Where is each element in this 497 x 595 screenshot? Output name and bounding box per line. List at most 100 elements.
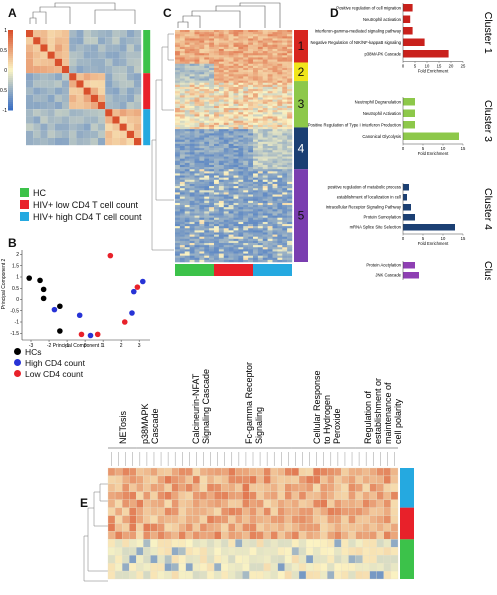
heatmap-cell	[257, 255, 263, 259]
heatmap-cell	[233, 127, 239, 130]
heatmap-cell	[228, 36, 234, 39]
heatmap-cell	[277, 188, 283, 191]
heatmap-cell	[390, 515, 399, 524]
correlation-cell	[54, 123, 62, 131]
heatmap-cell	[194, 114, 200, 117]
heatmap-cell	[257, 141, 263, 145]
heatmap-cell	[277, 152, 283, 155]
heatmap-cell	[175, 162, 181, 166]
heatmap-cell	[228, 491, 236, 500]
heatmap-cell	[223, 120, 229, 124]
heatmap-cell	[238, 91, 244, 94]
heatmap-cell	[277, 215, 283, 219]
heatmap-cell	[184, 228, 190, 231]
heatmap-cell	[194, 76, 200, 79]
heatmap-cell	[287, 112, 293, 115]
heatmap-cell	[282, 148, 288, 151]
heatmap-cell	[390, 547, 399, 556]
colorbar-segment	[8, 104, 13, 107]
heatmap-cell	[175, 57, 181, 60]
heatmap-cell	[223, 240, 229, 244]
pathway-label-line: Cascade	[150, 408, 160, 444]
heatmap-cell	[257, 110, 263, 113]
heatmap-cell	[256, 515, 264, 524]
heatmap-cell	[287, 30, 293, 33]
heatmap-cell	[189, 34, 195, 37]
pca-y-tick-label: -1.5	[10, 331, 19, 337]
heatmap-cell	[282, 80, 288, 84]
heatmap-cell	[257, 148, 263, 151]
correlation-cell	[119, 130, 127, 138]
heatmap-cell	[282, 74, 288, 77]
heatmap-cell	[277, 141, 283, 145]
heatmap-cell	[209, 156, 215, 159]
heatmap-cell	[277, 234, 283, 237]
heatmap-cell	[223, 257, 229, 261]
heatmap-cell	[204, 202, 210, 206]
heatmap-cell	[233, 82, 239, 86]
heatmap-cell	[267, 259, 273, 263]
heatmap-cell	[277, 202, 283, 206]
heatmap-cell	[184, 234, 190, 237]
heatmap-cell	[277, 531, 285, 540]
heatmap-cell	[253, 124, 259, 128]
heatmap-cell	[248, 257, 254, 261]
heatmap-cell	[238, 257, 244, 261]
heatmap-cell	[218, 230, 224, 233]
heatmap-cell	[218, 221, 224, 225]
heatmap-cell	[277, 491, 285, 500]
heatmap-cell	[175, 259, 181, 263]
heatmap-cell	[277, 224, 283, 227]
heatmap-cell	[204, 230, 210, 233]
heatmap-cell	[189, 234, 195, 237]
heatmap-cell	[214, 188, 220, 191]
heatmap-cell	[214, 139, 220, 143]
heatmap-cell	[228, 219, 234, 223]
heatmap-cell	[287, 51, 293, 54]
heatmap-cell	[272, 40, 278, 43]
heatmap-cell	[223, 122, 229, 126]
heatmap-cell	[272, 196, 278, 200]
heatmap-cell	[204, 238, 210, 242]
heatmap-cell	[228, 515, 236, 524]
heatmap-cell	[218, 217, 224, 221]
heatmap-cell	[257, 167, 263, 170]
correlation-cell	[47, 66, 55, 74]
heatmap-cell	[199, 139, 205, 143]
heatmap-cell	[242, 475, 250, 485]
heatmap-cell	[248, 34, 254, 37]
heatmap-cell	[179, 110, 185, 113]
colorbar-segment	[8, 82, 13, 85]
heatmap-cell	[214, 63, 220, 67]
heatmap-cell	[233, 211, 239, 214]
heatmap-cell	[277, 209, 283, 212]
heatmap-cell	[253, 127, 259, 130]
heatmap-cell	[376, 483, 385, 492]
heatmap-cell	[218, 234, 224, 237]
heatmap-cell	[218, 95, 224, 98]
heatmap-cell	[218, 97, 224, 100]
heatmap-cell	[267, 53, 273, 56]
heatmap-cell	[253, 175, 259, 178]
heatmap-cell	[223, 135, 229, 138]
heatmap-cell	[282, 118, 288, 121]
heatmap-cell	[238, 112, 244, 115]
colorbar-segment	[8, 52, 13, 55]
heatmap-cell	[277, 547, 285, 556]
heatmap-cell	[228, 59, 234, 62]
pathway-label-line: establishment or	[373, 378, 383, 444]
heatmap-cell	[206, 499, 215, 508]
heatmap-cell	[218, 160, 224, 164]
heatmap-cell	[223, 48, 229, 52]
heatmap-cell	[199, 562, 208, 572]
heatmap-cell	[262, 131, 268, 134]
heatmap-cell	[178, 531, 186, 540]
heatmap-cell	[209, 230, 215, 233]
heatmap-cell	[248, 78, 254, 81]
heatmap-cell	[287, 124, 293, 128]
heatmap-cell	[209, 137, 215, 140]
heatmap-cell	[243, 40, 249, 43]
enrichment-bar	[403, 121, 415, 129]
heatmap-cell	[277, 253, 283, 256]
heatmap-cell	[270, 562, 278, 572]
